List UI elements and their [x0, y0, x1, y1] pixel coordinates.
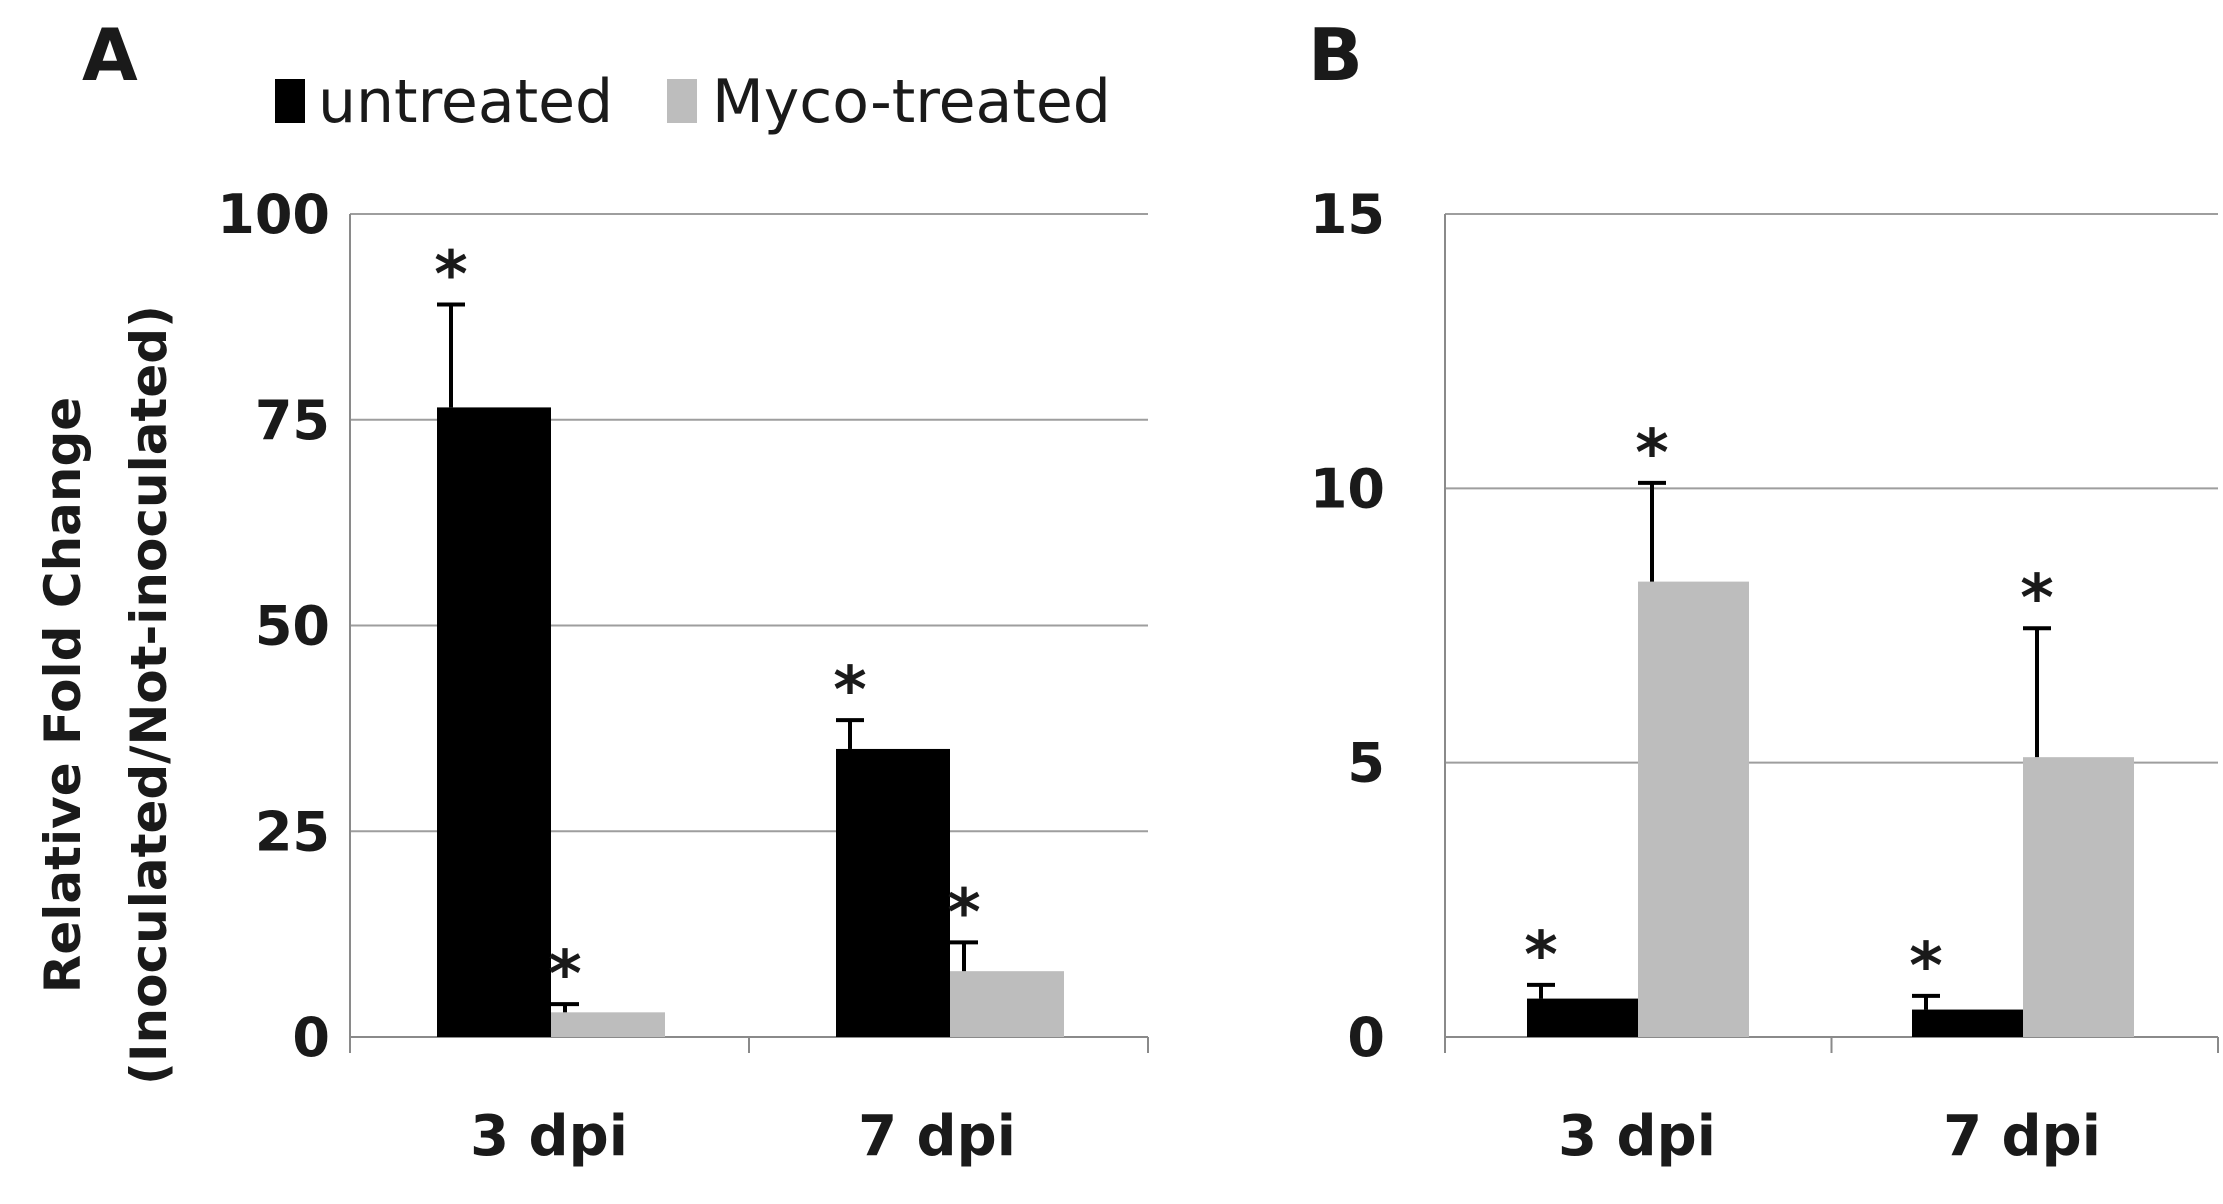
y-tick-label: 50 [255, 595, 330, 658]
bar-myco-treated [2023, 757, 2134, 1037]
legend-swatch-myco-treated [667, 79, 697, 123]
y-axis-title: Relative Fold Change (Inoculated/Not-ino… [34, 305, 178, 1085]
significance-marker: * [833, 654, 866, 728]
bar-untreated [1527, 998, 1638, 1037]
legend-label-untreated: untreated [318, 67, 613, 137]
y-tick-label: 15 [1310, 183, 1385, 246]
bar-untreated [437, 407, 551, 1037]
y-tick-label: 0 [1347, 1006, 1385, 1069]
y-axis-title-line1: Relative Fold Change [34, 397, 92, 993]
significance-marker: * [548, 938, 581, 1012]
legend-label-myco-treated: Myco-treated [712, 67, 1111, 137]
significance-marker: * [434, 239, 467, 313]
chart-panel-b: 0 5 10 15 * * 3 dpi * * 7 dpi [1310, 183, 2219, 1169]
x-category-label: 3 dpi [1558, 1104, 1716, 1169]
y-tick-label: 75 [255, 389, 330, 452]
y-tick-label: 10 [1310, 457, 1385, 520]
x-category-label: 3 dpi [470, 1104, 628, 1169]
panel-label-a: A [82, 13, 138, 97]
significance-marker: * [2020, 562, 2053, 636]
significance-marker: * [1909, 930, 1942, 1004]
bar-untreated [836, 748, 950, 1037]
significance-marker: * [1524, 919, 1557, 993]
significance-marker: * [1635, 417, 1668, 491]
significance-marker: * [947, 876, 980, 950]
y-tick-label: 100 [217, 183, 330, 246]
bar-myco-treated [551, 1012, 665, 1037]
y-tick-label: 0 [292, 1006, 330, 1069]
bar-myco-treated [950, 971, 1064, 1037]
y-tick-label: 5 [1347, 732, 1385, 795]
y-axis-title-line2: (Inoculated/Not-inoculated) [120, 305, 178, 1085]
x-category-label: 7 dpi [1943, 1104, 2101, 1169]
bar-myco-treated [1638, 581, 1749, 1037]
chart-panel-a: 0 25 50 75 100 * * 3 dpi * * 7 dpi [217, 183, 1149, 1169]
bar-untreated [1912, 1009, 2023, 1037]
x-category-label: 7 dpi [858, 1104, 1016, 1169]
y-tick-label: 25 [255, 800, 330, 863]
panel-label-b: B [1308, 13, 1363, 97]
legend-swatch-untreated [275, 79, 305, 123]
legend: untreated Myco-treated [275, 67, 1111, 137]
